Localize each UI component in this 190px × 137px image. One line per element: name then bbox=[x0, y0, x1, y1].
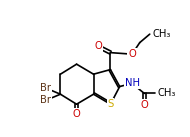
Text: O: O bbox=[128, 49, 136, 59]
Text: O: O bbox=[73, 109, 80, 119]
Text: CH₃: CH₃ bbox=[152, 29, 170, 39]
Text: O: O bbox=[94, 42, 102, 52]
Text: Br: Br bbox=[40, 83, 51, 93]
Text: S: S bbox=[107, 99, 114, 109]
Text: Br: Br bbox=[40, 95, 51, 105]
Text: O: O bbox=[140, 100, 148, 110]
Text: NH: NH bbox=[124, 78, 139, 88]
Text: CH₃: CH₃ bbox=[158, 89, 176, 99]
